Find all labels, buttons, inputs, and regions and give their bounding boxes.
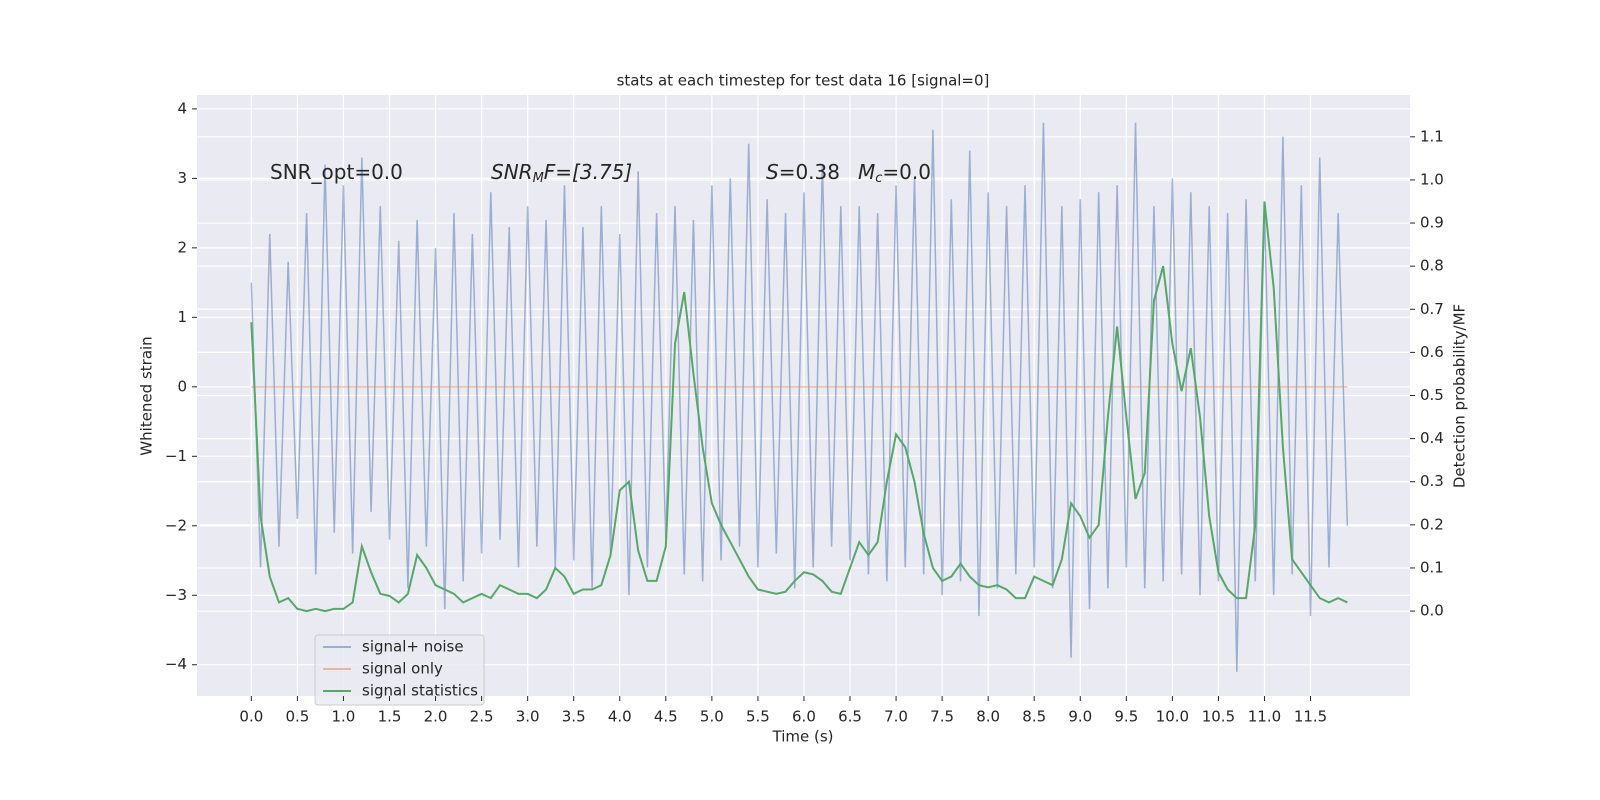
legend-box [314,634,485,706]
legend-label: signal statistics [362,682,478,700]
x-tick-label: 4.5 [654,708,678,726]
y2-tick-label: 0.1 [1420,558,1444,576]
x-tick-label: 8.0 [976,708,1000,726]
x-tick-label: 5.5 [746,708,770,726]
y2-tick-label: 1.1 [1420,127,1444,145]
y-tick-label: −4 [165,655,187,673]
x-tick-label: 8.5 [1022,708,1046,726]
annotation-text: SNR_opt=0.0 [270,160,403,184]
annotation-text: =0.38 [779,160,840,184]
x-tick-label: 9.0 [1068,708,1092,726]
legend-label: signal only [362,660,443,678]
x-axis-label: Time (s) [772,728,834,746]
annotation-text: F=[3.75] [544,160,632,184]
x-tick-label: 2.0 [424,708,448,726]
y2-axis-label: Detection probability/MF [1451,304,1469,488]
y2-tick-label: 0.6 [1420,343,1444,361]
annotation-text: =0.0 [882,160,931,184]
y2-tick-label: 0.5 [1420,386,1444,404]
series-line [250,122,1349,672]
annotation-text: M [858,160,875,184]
annotation: Mc=0.0 [858,160,931,186]
x-tick-label: 10.0 [1156,708,1189,726]
x-tick-label: 11.0 [1248,708,1281,726]
y2-tick-label: 0.2 [1420,515,1444,533]
x-tick-label: 6.5 [838,708,862,726]
legend: signal+ noise signal only signal statistic… [314,634,485,706]
annotation-text: SNR [491,160,533,184]
x-tick-label: 9.5 [1114,708,1138,726]
x-tick-label: 11.5 [1294,708,1327,726]
y2-tick-label: 0.8 [1420,257,1444,275]
x-tick-label: 10.5 [1202,708,1235,726]
x-tick-label: 1.0 [332,708,356,726]
x-tick-label: 7.0 [884,708,908,726]
y-tick-label: −1 [165,447,187,465]
series-line [250,201,1348,613]
x-tick-label: 3.5 [562,708,586,726]
x-tick-label: 7.5 [930,708,954,726]
annotation-subscript: M [533,171,544,186]
y-axis-label: Whitened strain [138,336,156,455]
legend-label: signal+ noise [362,638,464,656]
annotation-subscript: c [875,171,882,186]
x-tick-label: 5.0 [700,708,724,726]
x-tick-label: 4.0 [608,708,632,726]
y2-tick-label: 0.3 [1420,472,1444,490]
annotation: SNRMF=[3.75] [491,160,632,186]
annotation-text: S [766,160,779,184]
chart-title: stats at each timestep for test data 16 … [617,72,990,90]
y-tick-label: 4 [177,99,187,117]
y-tick-label: −3 [165,586,187,604]
y2-tick-label: 0.4 [1420,429,1444,447]
plot [250,122,1349,672]
y2-tick-label: 0.7 [1420,300,1444,318]
y2-tick-label: 1.0 [1420,170,1444,188]
annotation: S=0.38 [766,160,840,184]
y2-tick-label: 0.9 [1420,214,1444,232]
x-tick-label: 0.0 [239,708,263,726]
y-tick-label: −2 [165,516,187,534]
y-tick-label: 3 [177,169,187,187]
y-tick-label: 0 [177,377,187,395]
x-tick-label: 0.5 [285,708,309,726]
x-tick-label: 1.5 [378,708,402,726]
annotation: SNR_opt=0.0 [270,160,403,184]
x-tick-label: 3.0 [516,708,540,726]
y-tick-label: 1 [177,308,187,326]
y-tick-label: 2 [177,238,187,256]
y2-tick-label: 0.0 [1420,602,1444,620]
x-tick-label: 6.0 [792,708,816,726]
x-tick-label: 2.5 [470,708,494,726]
